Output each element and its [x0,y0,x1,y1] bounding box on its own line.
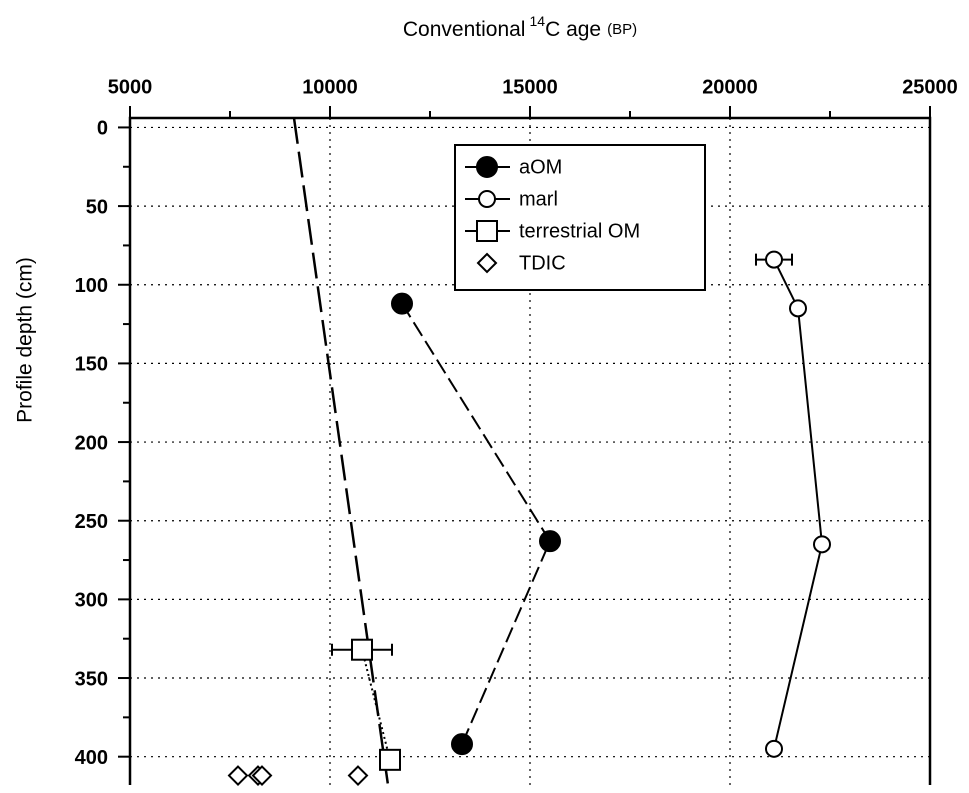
x-axis-title: Conventional 14C age (BP) [403,13,637,41]
marker [789,299,807,318]
x-tick-label: 10000 [302,76,358,98]
legend-marker [478,190,496,208]
legend-label: terrestrial OM [519,220,640,242]
marker [539,530,561,553]
y-tick-label: 250 [75,511,108,533]
y-tick-label: 400 [75,747,108,769]
x-tick-label: 25000 [902,76,958,98]
series-line [361,649,391,761]
marker [251,765,273,786]
y-tick-label: 50 [86,196,108,218]
x-title-superscript: 14 [529,13,545,29]
marker [351,638,373,661]
y-tick-label: 100 [75,275,108,297]
y-tick-label: 350 [75,668,108,690]
x-title-unit: (BP) [607,21,637,38]
legend: aOM marl terrestrial OM TDIC [454,144,706,291]
marker [347,765,369,786]
marker [379,748,401,771]
x-title-text-after: C age [545,18,601,41]
legend-marker [476,156,498,178]
marker [765,739,783,758]
legend-label: TDIC [519,252,566,274]
x-title-text: Conventional [403,18,526,41]
marker [451,733,473,756]
marker [813,535,831,554]
marker [227,765,249,786]
y-tick-label: 0 [97,118,108,140]
legend-label: marl [519,188,558,210]
x-tick-label: 5000 [108,76,153,98]
legend-marker [476,220,498,242]
y-tick-label: 150 [75,354,108,376]
y-tick-label: 300 [75,590,108,612]
series-line [773,259,824,750]
y-tick-label: 200 [75,432,108,454]
y-axis-title: Profile depth (cm) [14,257,37,423]
trend-line [292,117,390,786]
marker [391,292,413,315]
x-tick-label: 15000 [502,76,558,98]
legend-marker [476,252,498,274]
x-tick-label: 20000 [702,76,758,98]
legend-label: aOM [519,156,562,178]
marker [765,250,783,269]
